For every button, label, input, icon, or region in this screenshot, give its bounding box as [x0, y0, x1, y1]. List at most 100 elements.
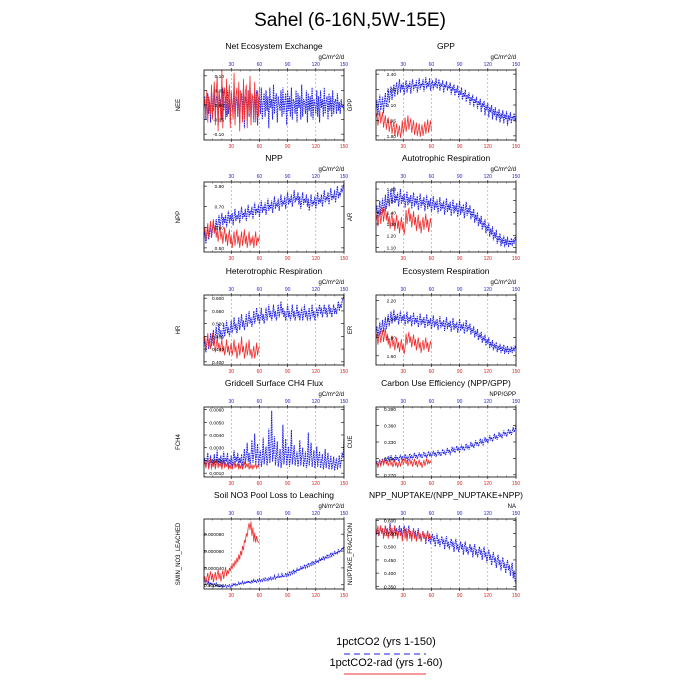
x-tick-label-top: 30	[228, 399, 234, 405]
x-tick-label-bottom: 120	[312, 593, 321, 599]
x-tick-label-bottom: 150	[340, 369, 349, 375]
plot-frame	[375, 181, 517, 253]
x-tick-label-bottom: 150	[340, 144, 349, 150]
series-line-1pctco2-rad	[203, 219, 260, 248]
x-tick-label-top: 30	[400, 399, 406, 405]
x-tick-label-bottom: 90	[285, 144, 291, 150]
y-tick-label: 0.70	[215, 205, 225, 211]
panel-10: NPP_NUPTAKE/(NPP_NUPTAKE+NPP) NA 30 30 60 60 9…	[348, 490, 523, 599]
x-tick-label-bottom: 60	[429, 256, 435, 262]
x-tick-label-top: 60	[429, 287, 435, 293]
x-tick-label-top: 60	[429, 399, 435, 405]
y-tick-label: 2.10	[387, 103, 397, 109]
y-tick-label: 0.330	[384, 440, 396, 446]
x-tick-label-bottom: 150	[340, 256, 349, 262]
x-tick-label-bottom: 60	[257, 481, 263, 487]
x-tick-label-top: 90	[457, 174, 463, 180]
x-tick-label-bottom: 60	[257, 144, 263, 150]
panel-title: Soil NO3 Pool Loss to Leaching	[214, 490, 334, 500]
x-tick-label-top: 90	[285, 62, 291, 68]
panel-title: Carbon Use Efficiency (NPP/GPP)	[381, 378, 511, 388]
panel-7: Gridcell Surface CH4 Flux gC/m^2/d 30 30 60 6…	[176, 378, 348, 487]
y-tick-label: 0.300	[384, 456, 396, 462]
y-tick-label: 0.480	[212, 334, 224, 340]
panel-8: Carbon Use Efficiency (NPP/GPP) NPP/GPP 30…	[348, 378, 520, 487]
y-tick-label: 0.440	[212, 347, 224, 353]
panel-3: NPP gC/m^2/d 30 30 60 60 90 90 120 120 150 150 0.50 0…	[176, 153, 348, 262]
y-tick-label: 0.0030	[209, 446, 224, 452]
y-tick-label: 0.560	[212, 309, 224, 315]
y-axis-label: NEE	[176, 99, 182, 111]
x-tick-label-top: 60	[257, 62, 263, 68]
x-tick-label-top: 120	[312, 287, 321, 293]
x-tick-label-top: 150	[340, 399, 349, 405]
panel-units: NA	[508, 504, 516, 510]
x-tick-label-top: 90	[285, 399, 291, 405]
x-tick-label-top: 150	[512, 174, 521, 180]
y-axis-label: GPP	[348, 99, 354, 112]
x-tick-label-top: 60	[257, 511, 263, 517]
x-tick-label-top: 150	[340, 511, 349, 517]
x-tick-label-top: 60	[429, 511, 435, 517]
panel-units: gC/m^2/d	[491, 280, 517, 286]
x-tick-label-top: 60	[429, 174, 435, 180]
y-tick-label: 2.40	[387, 72, 397, 78]
x-tick-label-top: 30	[228, 511, 234, 517]
y-tick-label: 1.60	[387, 187, 397, 193]
x-tick-label-bottom: 120	[484, 369, 493, 375]
panel-1: Net Ecosystem Exchange gC/m^2/d 30 30 60 60 90…	[176, 41, 348, 150]
x-tick-label-bottom: 90	[285, 369, 291, 375]
y-axis-label: CUE	[348, 436, 354, 449]
x-tick-label-top: 60	[429, 62, 435, 68]
series-line-1pctco2-rad	[375, 328, 432, 354]
panel-2: GPP gC/m^2/d 30 30 60 60 90 90 120 120 150 150 1.80 1…	[348, 41, 520, 150]
series-line-1pctco2-rad	[375, 525, 432, 542]
series-line-1pctco2-rad	[375, 110, 432, 138]
x-tick-label-top: 120	[484, 174, 493, 180]
series-line-1pctco2-rad	[375, 457, 432, 468]
x-tick-label-bottom: 60	[257, 256, 263, 262]
figure-title: Sahel (6-16N,5W-15E)	[254, 10, 446, 31]
x-tick-label-top: 30	[400, 62, 406, 68]
x-tick-label-bottom: 120	[484, 256, 493, 262]
plot-frame	[203, 518, 345, 590]
y-tick-label: -0.05	[213, 118, 224, 124]
x-tick-label-bottom: 90	[457, 369, 463, 375]
plot-frame	[203, 406, 345, 478]
x-tick-label-bottom: 150	[512, 481, 521, 487]
panel-title: Heterotrophic Respiration	[226, 266, 323, 276]
panel-title: NPP_NUPTAKE/(NPP_NUPTAKE+NPP)	[369, 490, 523, 500]
panel-title: Ecosystem Respiration	[403, 266, 490, 276]
y-tick-label: 0.0020	[209, 458, 224, 464]
x-tick-label-bottom: 120	[484, 481, 493, 487]
x-tick-label-bottom: 30	[228, 369, 234, 375]
x-tick-label-bottom: 30	[400, 144, 406, 150]
x-tick-label-bottom: 150	[512, 593, 521, 599]
x-tick-label-top: 120	[484, 511, 493, 517]
panel-title: NPP	[265, 153, 283, 163]
x-tick-label-top: 120	[312, 174, 321, 180]
series-line-1pctco2	[375, 77, 517, 126]
y-tick-label: 0.0050	[209, 420, 224, 426]
x-tick-label-top: 150	[340, 62, 349, 68]
x-tick-label-top: 90	[457, 399, 463, 405]
series-line-1pctco2	[375, 186, 517, 248]
plot-frame	[375, 294, 517, 366]
x-tick-label-top: 60	[257, 287, 263, 293]
x-tick-label-bottom: 30	[400, 593, 406, 599]
panel-units: gC/m^2/d	[491, 55, 517, 61]
x-tick-label-top: 30	[228, 174, 234, 180]
y-tick-label: 1.95	[387, 118, 397, 124]
panel-units: gC/m^2/d	[319, 55, 345, 61]
x-tick-label-bottom: 150	[512, 369, 521, 375]
x-tick-label-bottom: 30	[228, 481, 234, 487]
y-tick-label: 0.0040	[209, 433, 224, 439]
series-line-1pctco2-rad	[203, 69, 260, 132]
y-tick-label: 2.20	[387, 299, 397, 305]
series-line-1pctco2	[375, 522, 517, 584]
y-tick-label: 0.520	[212, 322, 224, 328]
x-tick-label-top: 60	[257, 399, 263, 405]
y-axis-label: HR	[176, 325, 182, 334]
series-line-1pctco2	[203, 545, 345, 589]
